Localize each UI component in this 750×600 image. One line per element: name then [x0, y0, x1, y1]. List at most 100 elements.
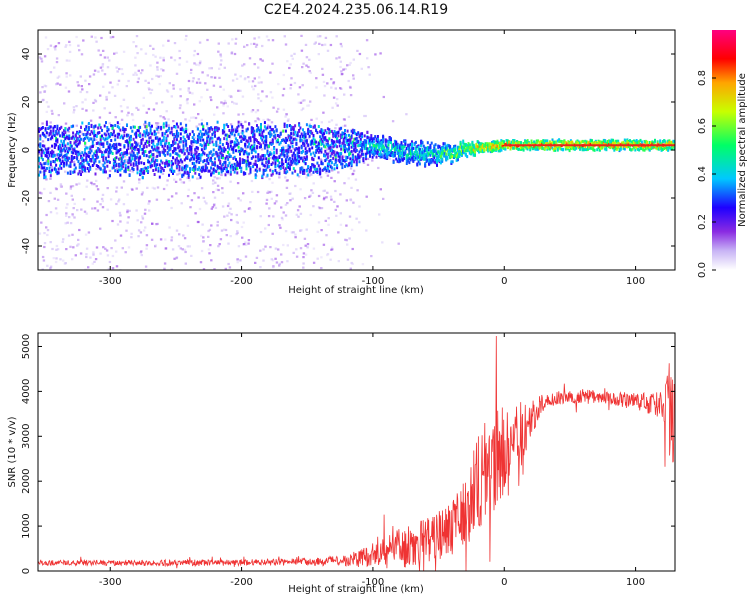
band-cell — [49, 125, 52, 129]
band-cell — [63, 161, 65, 165]
band-cell — [416, 153, 419, 157]
band-cell — [244, 135, 247, 139]
band-cell — [439, 161, 442, 165]
band-cell — [250, 131, 253, 135]
band-cell — [215, 169, 218, 173]
noise-cell — [286, 60, 289, 63]
noise-cell — [229, 137, 232, 140]
band-cell — [393, 139, 396, 143]
band-cell — [262, 171, 265, 174]
noise-cell — [170, 239, 173, 242]
band-cell — [590, 146, 593, 150]
band-cell — [509, 147, 512, 151]
noise-cell — [339, 42, 343, 46]
band-cell — [489, 146, 492, 150]
band-cell — [257, 127, 260, 131]
band-cell — [374, 144, 377, 148]
band-cell — [211, 161, 214, 164]
band-cell — [329, 144, 332, 148]
noise-cell — [252, 88, 255, 91]
band-cell — [144, 120, 147, 124]
band-cell — [206, 140, 209, 144]
band-cell — [89, 147, 92, 151]
noise-cell — [318, 42, 321, 45]
noise-cell — [109, 198, 113, 201]
band-cell — [290, 132, 293, 136]
noise-cell — [355, 217, 358, 220]
band-cell — [366, 151, 369, 155]
band-cell — [324, 145, 327, 149]
band-cell — [446, 149, 449, 153]
band-cell — [527, 145, 530, 149]
band-cell — [84, 166, 86, 170]
band-cell — [120, 167, 123, 170]
band-cell — [334, 158, 337, 162]
band-cell — [300, 132, 303, 136]
noise-cell — [220, 173, 223, 177]
band-cell — [229, 131, 232, 135]
noise-cell — [308, 58, 311, 61]
band-cell — [38, 165, 40, 169]
band-cell — [361, 149, 364, 153]
band-cell — [182, 144, 185, 148]
band-cell — [208, 129, 211, 133]
noise-cell — [179, 88, 182, 91]
noise-cell — [170, 132, 173, 136]
noise-cell — [202, 268, 206, 270]
band-cell — [44, 135, 47, 139]
band-cell — [115, 147, 118, 151]
band-cell — [217, 127, 220, 131]
band-cell — [359, 133, 362, 137]
band-cell — [263, 143, 266, 147]
noise-cell — [316, 230, 319, 233]
noise-cell — [95, 179, 98, 182]
noise-cell — [178, 57, 182, 60]
band-cell — [208, 158, 211, 162]
band-cell — [296, 173, 299, 177]
noise-cell — [277, 248, 280, 251]
band-cell — [333, 163, 336, 167]
band-cell — [175, 132, 178, 136]
noise-cell — [209, 138, 212, 142]
band-cell — [195, 150, 198, 154]
band-cell — [206, 136, 209, 140]
noise-cell — [80, 85, 83, 88]
band-cell — [454, 151, 457, 155]
noise-cell — [247, 239, 251, 242]
band-cell — [409, 142, 412, 146]
noise-cell — [170, 206, 173, 210]
noise-cell — [271, 232, 274, 235]
band-cell — [506, 142, 509, 146]
band-cell — [336, 166, 339, 170]
noise-cell — [346, 64, 349, 67]
band-cell — [491, 146, 494, 150]
band-cell — [246, 162, 249, 166]
noise-cell — [103, 73, 107, 76]
band-cell — [183, 130, 186, 134]
noise-cell — [244, 255, 248, 258]
band-cell — [296, 161, 299, 165]
noise-cell — [327, 223, 330, 226]
noise-cell — [98, 146, 102, 149]
band-cell — [562, 140, 564, 144]
noise-cell — [54, 45, 58, 48]
noise-cell — [268, 178, 271, 181]
band-cell — [457, 152, 459, 156]
band-cell — [181, 166, 184, 170]
noise-cell — [223, 215, 226, 218]
band-cell — [44, 175, 47, 179]
noise-cell — [66, 146, 69, 149]
band-cell — [533, 140, 536, 144]
band-cell — [307, 132, 310, 136]
band-cell — [366, 147, 369, 151]
band-cell — [186, 149, 189, 153]
band-cell — [239, 152, 241, 156]
band-cell — [294, 156, 297, 160]
band-cell — [457, 158, 459, 162]
noise-cell — [187, 89, 190, 92]
band-cell — [261, 131, 264, 135]
band-cell — [391, 151, 394, 155]
noise-cell — [126, 114, 129, 117]
band-cell — [581, 146, 584, 150]
band-cell — [156, 163, 159, 167]
